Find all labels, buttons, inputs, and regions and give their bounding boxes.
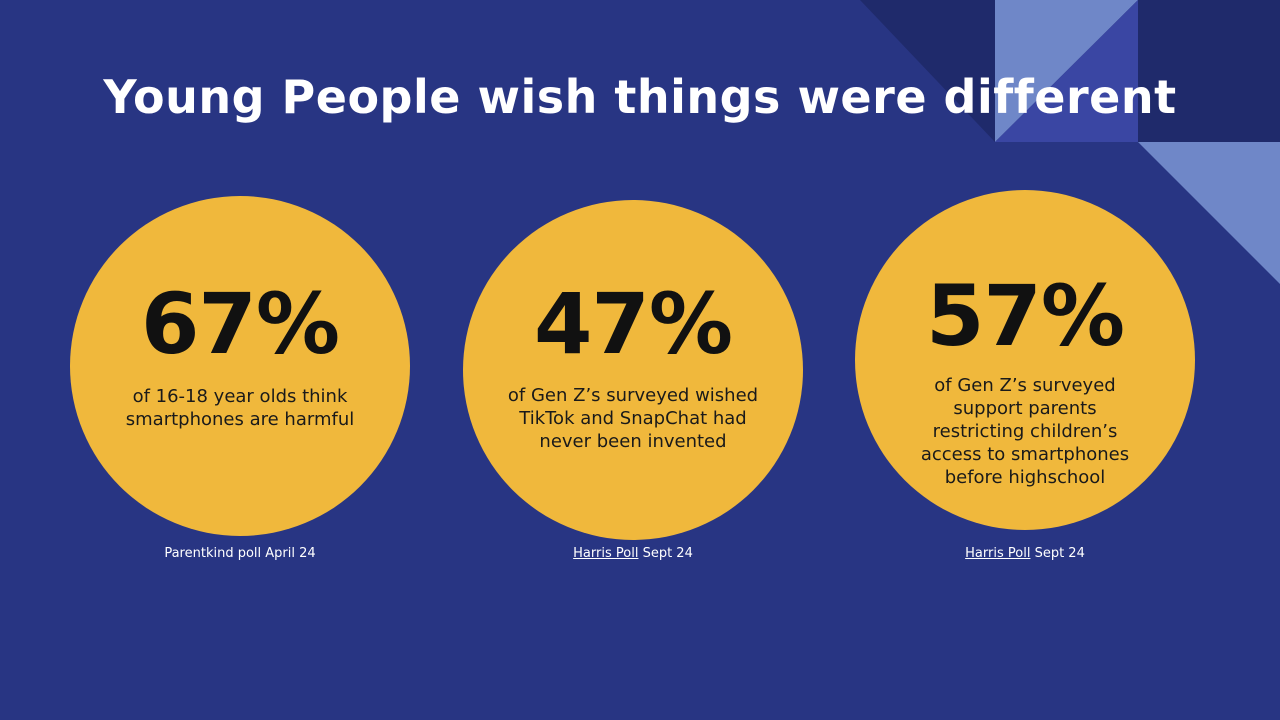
stat-percent: 67% (140, 275, 340, 373)
deco-mid-triangle (995, 0, 1138, 142)
stat-description: of 16-18 year olds think smartphones are… (125, 386, 355, 430)
stat-source-2: Harris Poll Sept 24 (463, 546, 803, 561)
stat-percent: 57% (925, 267, 1125, 365)
stat-source-1: Parentkind poll April 24 (70, 546, 410, 561)
source-suffix: Sept 24 (638, 546, 693, 561)
source-suffix: Sept 24 (1030, 546, 1085, 561)
harris-poll-link[interactable]: Harris Poll (573, 546, 639, 561)
slide-title: Young People wish things were different (103, 70, 1177, 124)
stat-circle-2: 47% of Gen Z’s surveyed wished TikTok an… (463, 200, 803, 540)
deco-dark-square (1138, 0, 1280, 142)
stat-circle-3: 57% of Gen Z’s surveyed support parents … (855, 190, 1195, 530)
stat-description: of Gen Z’s surveyed support parents rest… (920, 375, 1130, 488)
stat-description: of Gen Z’s surveyed wished TikTok and Sn… (507, 385, 759, 452)
stat-circle-1: 67% of 16-18 year olds think smartphones… (70, 196, 410, 536)
stat-source-3: Harris Poll Sept 24 (855, 546, 1195, 561)
source-text: Parentkind poll April 24 (164, 546, 316, 561)
harris-poll-link[interactable]: Harris Poll (965, 546, 1031, 561)
deco-light-triangle-bottom (1138, 142, 1280, 284)
stat-percent: 47% (533, 275, 733, 373)
